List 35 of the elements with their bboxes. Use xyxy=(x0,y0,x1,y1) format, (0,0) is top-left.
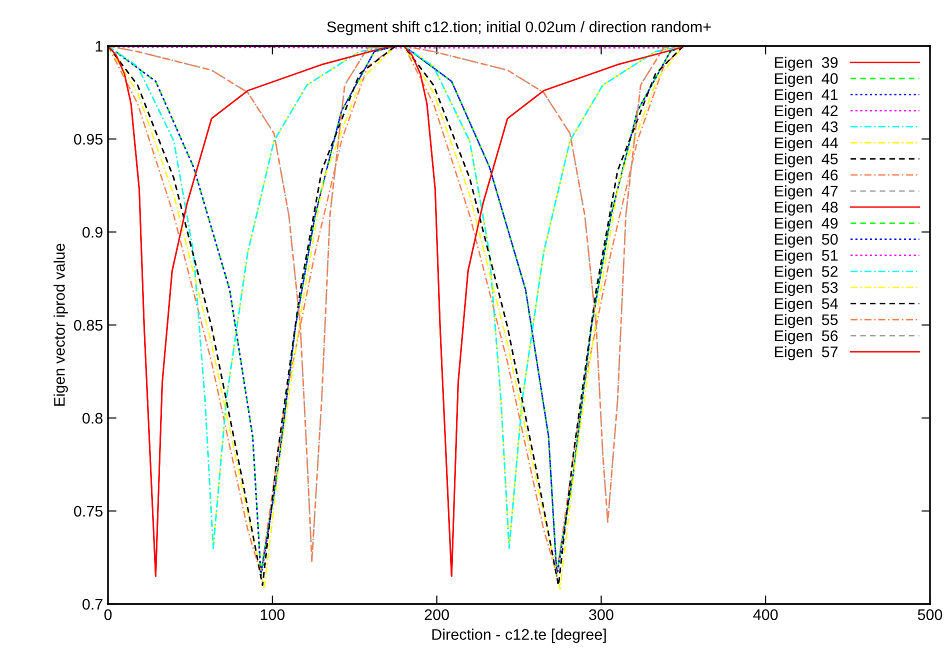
y-axis-title: Eigen vector iprod value xyxy=(54,244,68,406)
legend-label: Eigen 45 xyxy=(775,153,838,168)
x-tick-label: 200 xyxy=(424,609,449,620)
legend-label: Eigen 52 xyxy=(775,266,838,280)
legend-label: Eigen 44 xyxy=(775,137,838,152)
legend-label: Eigen 49 xyxy=(775,217,838,232)
x-axis-title: Direction - c12.te [degree] xyxy=(432,628,606,643)
legend-label: Eigen 41 xyxy=(775,88,838,104)
legend-label: Eigen 57 xyxy=(775,346,838,360)
y-tick-label: 0.75 xyxy=(74,506,102,517)
legend-label: Eigen 55 xyxy=(775,314,838,328)
y-tick-label: 0.95 xyxy=(74,134,102,145)
legend-label: Eigen 48 xyxy=(775,201,838,216)
legend-label: Eigen 53 xyxy=(775,282,838,296)
legend-label: Eigen 54 xyxy=(775,298,838,312)
y-tick-label: 0.8 xyxy=(82,412,102,424)
legend-label: Eigen 43 xyxy=(775,120,838,136)
legend-label: Eigen 42 xyxy=(775,104,838,120)
legend-label: Eigen 56 xyxy=(775,330,838,344)
legend-label: Eigen 50 xyxy=(775,234,838,248)
legend-label: Eigen 39 xyxy=(775,56,838,71)
chart-title: Segment shift c12.tion; initial 0.02um / direction random+ xyxy=(327,21,711,36)
x-tick-label: 400 xyxy=(753,609,778,620)
x-tick-label: 300 xyxy=(589,609,614,620)
x-tick-label: 100 xyxy=(260,609,285,620)
legend-label: Eigen 51 xyxy=(775,250,838,264)
x-tick-label: 0 xyxy=(104,609,112,620)
x-tick-label: 500 xyxy=(918,609,942,620)
y-tick-label: 0.85 xyxy=(74,320,102,331)
legend-label: Eigen 40 xyxy=(775,72,838,88)
y-tick-label: 0.7 xyxy=(82,598,102,610)
legend-label: Eigen 47 xyxy=(775,185,838,200)
y-tick-label: 0.9 xyxy=(82,226,102,238)
legend-label: Eigen 46 xyxy=(775,169,838,184)
y-tick-label: 1 xyxy=(96,41,102,52)
